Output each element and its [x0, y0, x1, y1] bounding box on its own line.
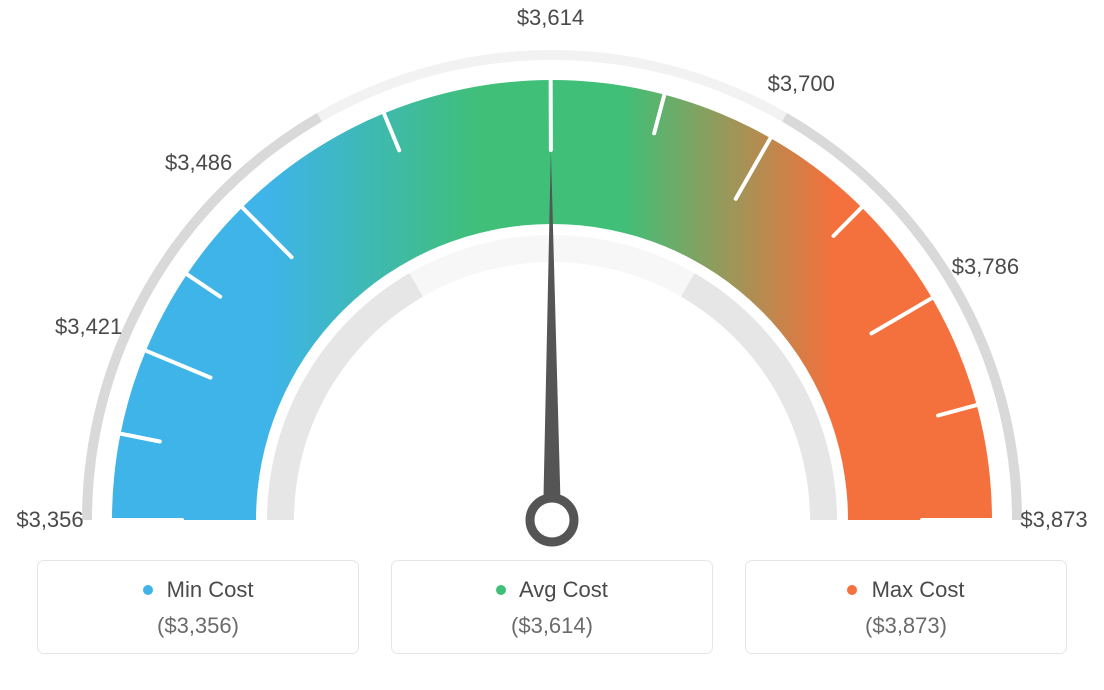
gauge-chart: $3,356 $3,421 $3,486 $3,614 $3,700 $3,786 $3,8…	[0, 0, 1104, 560]
legend-value: ($3,614)	[392, 613, 712, 639]
gauge-tick-label: $3,873	[1020, 507, 1087, 533]
gauge-tick-label: $3,700	[768, 71, 835, 97]
legend-title-text: Max Cost	[872, 577, 965, 602]
legend-value: ($3,356)	[38, 613, 358, 639]
dot-icon	[496, 585, 506, 595]
legend-title: Min Cost	[38, 577, 358, 603]
legend-title: Max Cost	[746, 577, 1066, 603]
gauge-svg	[0, 0, 1104, 560]
gauge-tick-label: $3,614	[517, 5, 584, 31]
legend-card-avg: Avg Cost ($3,614)	[391, 560, 713, 654]
gauge-tick-label: $3,786	[952, 254, 1019, 280]
legend-title-text: Min Cost	[167, 577, 254, 602]
legend-card-max: Max Cost ($3,873)	[745, 560, 1067, 654]
gauge-tick-label: $3,421	[55, 314, 122, 340]
dot-icon	[143, 585, 153, 595]
legend-title-text: Avg Cost	[519, 577, 608, 602]
legend-title: Avg Cost	[392, 577, 712, 603]
legend-card-min: Min Cost ($3,356)	[37, 560, 359, 654]
gauge-tick-label: $3,486	[165, 150, 232, 176]
dot-icon	[847, 585, 857, 595]
gauge-tick-label: $3,356	[16, 507, 83, 533]
legend-row: Min Cost ($3,356) Avg Cost ($3,614) Max …	[0, 560, 1104, 654]
legend-value: ($3,873)	[746, 613, 1066, 639]
